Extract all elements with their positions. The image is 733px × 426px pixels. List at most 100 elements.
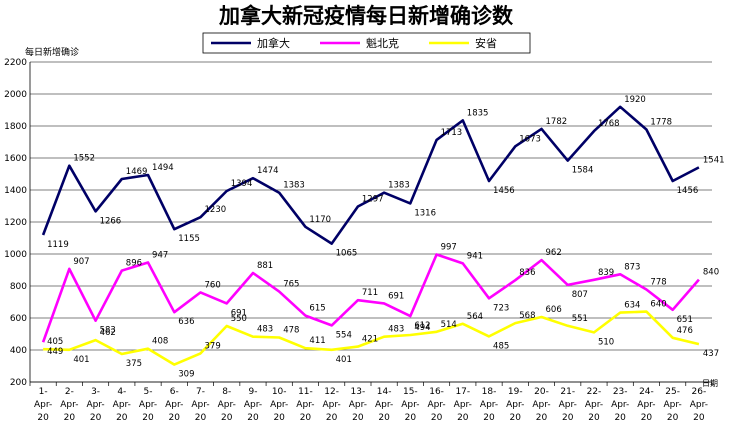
x-tick-label: 4-Apr-20 xyxy=(113,387,131,423)
data-label: 1266 xyxy=(100,216,122,226)
x-tick-label: 26-Apr-20 xyxy=(690,387,708,423)
data-label: 564 xyxy=(467,312,483,322)
data-label: 583 xyxy=(100,326,116,336)
x-tick-label: 25-Apr-20 xyxy=(664,387,682,423)
data-label: 807 xyxy=(572,290,588,300)
data-label: 411 xyxy=(309,336,325,346)
data-label: 1394 xyxy=(231,179,253,189)
data-label: 1316 xyxy=(414,208,436,218)
x-tick-label: 16-Apr-20 xyxy=(427,387,445,423)
data-label: 1155 xyxy=(178,234,200,244)
y-tick-label: 1400 xyxy=(4,186,27,196)
data-label: 1768 xyxy=(598,119,620,129)
x-tick-label: 24-Apr-20 xyxy=(637,387,655,423)
data-label: 401 xyxy=(73,355,89,365)
data-label: 1230 xyxy=(205,205,227,215)
x-tick-label: 20-Apr-20 xyxy=(532,387,550,423)
data-label: 1383 xyxy=(283,181,305,191)
x-tick-label: 10-Apr-20 xyxy=(270,387,288,423)
data-label: 1456 xyxy=(677,186,699,196)
x-tick-label: 21-Apr-20 xyxy=(559,387,577,423)
data-label: 405 xyxy=(47,337,63,347)
data-label: 765 xyxy=(283,280,299,290)
x-tick-label: 1-Apr-20 xyxy=(34,387,52,423)
y-tick-label: 1200 xyxy=(4,218,27,228)
gridlines xyxy=(29,61,712,383)
data-label: 711 xyxy=(362,288,378,298)
data-label: 1782 xyxy=(546,117,568,127)
data-label: 691 xyxy=(231,308,247,318)
data-label: 1170 xyxy=(309,215,331,225)
series-line xyxy=(41,253,700,343)
series-lines xyxy=(41,105,700,366)
data-label: 1474 xyxy=(257,166,279,176)
data-label: 907 xyxy=(73,257,89,267)
data-label: 640 xyxy=(650,300,666,310)
data-label: 896 xyxy=(126,259,142,269)
x-tick-label: 3-Apr-20 xyxy=(86,387,104,423)
data-label: 494 xyxy=(414,323,430,333)
data-label: 483 xyxy=(257,325,273,335)
legend-label: 加拿大 xyxy=(257,36,290,50)
legend-label: 魁北克 xyxy=(366,36,399,50)
data-label: 437 xyxy=(703,349,719,359)
x-tick-label: 9-Apr-20 xyxy=(244,387,262,423)
x-tick-label: 15-Apr-20 xyxy=(401,387,419,423)
data-label: 941 xyxy=(467,251,483,261)
data-label: 760 xyxy=(205,280,221,290)
data-label: 1383 xyxy=(388,181,410,191)
data-label: 1835 xyxy=(467,108,489,118)
data-label: 778 xyxy=(650,278,666,288)
x-tick-label: 7-Apr-20 xyxy=(191,387,209,423)
data-label: 947 xyxy=(152,250,168,260)
data-label: 568 xyxy=(519,311,535,321)
data-label: 1541 xyxy=(703,155,725,165)
y-tick-label: 2000 xyxy=(4,90,27,100)
data-label: 1673 xyxy=(519,134,541,144)
y-tick-label: 200 xyxy=(10,378,27,388)
data-label: 485 xyxy=(493,341,509,351)
x-tick-label: 8-Apr-20 xyxy=(218,387,236,423)
data-label: 462 xyxy=(100,328,116,338)
x-tick-label: 12-Apr-20 xyxy=(323,387,341,423)
data-label: 375 xyxy=(126,359,142,369)
data-label: 606 xyxy=(546,305,562,315)
x-tick-label: 13-Apr-20 xyxy=(349,387,367,423)
series-line xyxy=(41,105,700,245)
data-label: 1713 xyxy=(441,128,463,138)
y-tick-label: 600 xyxy=(10,314,27,324)
y-tick-label: 1000 xyxy=(4,250,27,260)
data-label: 997 xyxy=(441,242,457,252)
data-label: 691 xyxy=(388,291,404,301)
x-tick-label: 6-Apr-20 xyxy=(165,387,183,423)
data-label: 615 xyxy=(309,304,325,314)
data-label: 1552 xyxy=(73,154,95,164)
data-label: 550 xyxy=(231,314,247,324)
x-tick-label: 22-Apr-20 xyxy=(585,387,603,423)
data-label: 636 xyxy=(178,317,194,327)
data-label: 476 xyxy=(677,326,693,336)
y-tick-label: 1800 xyxy=(4,122,27,132)
chart-title: 加拿大新冠疫情每日新增确诊数 xyxy=(218,4,514,28)
data-label: 483 xyxy=(388,325,404,335)
data-label: 612 xyxy=(414,321,430,331)
data-label: 1469 xyxy=(126,167,148,177)
data-label: 514 xyxy=(441,320,457,330)
x-tick-label: 18-Apr-20 xyxy=(480,387,498,423)
y-axis-label: 每日新增确诊 xyxy=(25,46,79,58)
data-label: 1119 xyxy=(47,240,69,250)
x-tick-label: 17-Apr-20 xyxy=(454,387,472,423)
y-tick-label: 800 xyxy=(10,282,27,292)
data-label: 1065 xyxy=(336,249,358,259)
data-label: 1584 xyxy=(572,166,594,176)
x-axis-label: 日期 xyxy=(702,379,718,388)
data-label: 1297 xyxy=(362,194,384,204)
data-label: 1456 xyxy=(493,186,515,196)
data-labels: 1119 1552 1266 1469 1494 1155 1230 1394 1474 1383… xyxy=(47,95,724,380)
data-label: 379 xyxy=(205,341,221,351)
data-label: 551 xyxy=(572,314,588,324)
x-tick-label: 2-Apr-20 xyxy=(60,387,78,423)
x-tick-label: 19-Apr-20 xyxy=(506,387,524,423)
data-label: 421 xyxy=(362,335,378,345)
